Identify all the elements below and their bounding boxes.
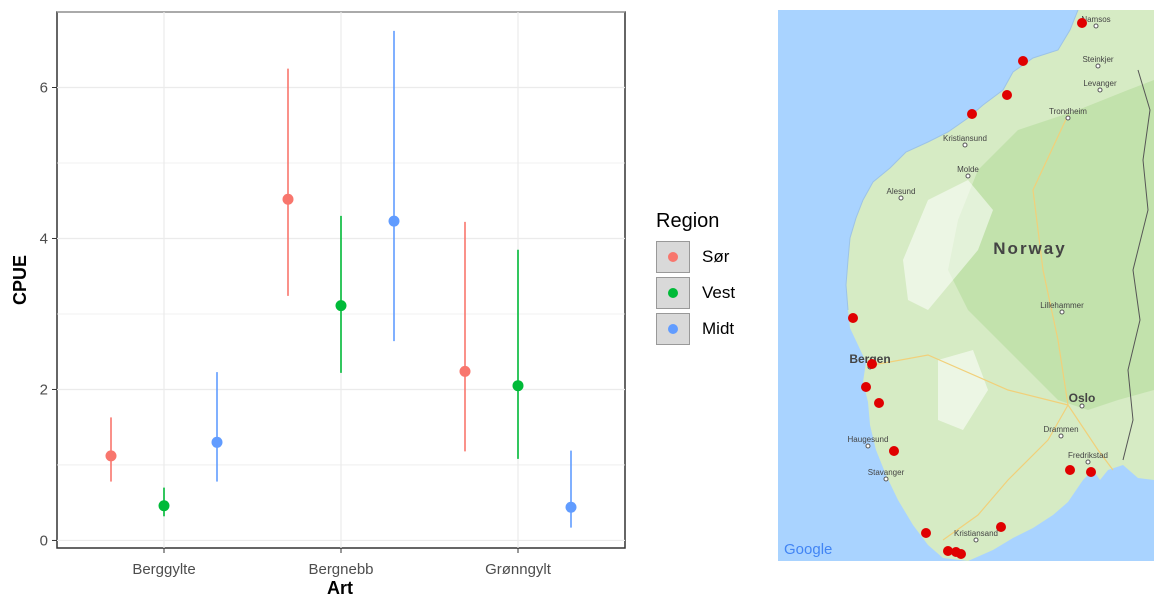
city-marker [1059,309,1065,315]
sampling-site-marker [848,313,858,323]
city-marker [1095,63,1101,69]
city-marker [898,195,904,201]
x-axis-title: Art [327,578,353,598]
map-mountains [903,180,993,430]
sampling-site-marker [967,109,977,119]
legend-dot-midt [668,324,678,334]
city-label: Alesund [887,187,916,196]
legend: Region Sør Vest Midt [656,210,735,347]
city-label: Trondheim [1049,107,1087,116]
city-label: Fredrikstad [1068,451,1108,460]
city-label: Drammen [1043,425,1078,434]
x-ticks: Berggylte Bergnebb Grønngylt [132,548,552,578]
city-marker [883,476,889,482]
chart-marks [105,30,577,528]
legend-item-vest: Vest [656,275,735,311]
legend-item-midt: Midt [656,311,735,347]
data-point [388,215,400,227]
y-tick-label: 0 [40,532,48,549]
map-cities: Namsos Steinkjer Levanger Trondheim Kristian… [848,15,1117,543]
map-coastline [845,10,1079,311]
y-tick-label: 6 [40,79,48,96]
y-axis-title: CPUE [10,255,30,305]
legend-label-sor: Sør [702,247,730,266]
city-marker [1079,403,1085,409]
data-point [512,380,524,392]
city-marker [1058,433,1064,439]
city-label: Levanger [1083,79,1117,88]
city-label: Oslo [1069,391,1096,405]
sampling-site-marker [889,446,899,456]
map-country-label: Norway [993,239,1066,258]
city-label: Haugesund [848,435,889,444]
sampling-site-marker [943,546,953,556]
city-label: Lillehammer [1040,301,1084,310]
data-point [459,365,471,377]
city-marker [962,142,968,148]
city-label: Steinkjer [1082,55,1113,64]
sampling-site-marker [921,528,931,538]
legend-dot-vest [668,288,678,298]
data-point [335,300,347,312]
legend-label-vest: Vest [702,283,736,302]
x-tick-label: Bergnebb [308,561,373,578]
city-marker [865,443,871,449]
city-marker [973,537,979,543]
sampling-site-marker [1018,56,1028,66]
legend-key-vest [656,277,690,309]
legend-dot-sor [668,252,678,262]
map-sites [848,18,1096,559]
data-point [158,500,170,512]
sampling-site-marker [874,398,884,408]
google-logo: Google [784,541,832,558]
city-label: Stavanger [868,468,905,477]
sampling-site-marker [1077,18,1087,28]
legend-key-midt [656,313,690,345]
city-marker [1097,87,1103,93]
city-marker [965,173,971,179]
sampling-site-marker [1065,465,1075,475]
map-roads [872,114,1114,541]
sampling-site-marker [1002,90,1012,100]
x-tick-label: Grønngylt [485,561,552,578]
data-point [282,193,294,205]
norway-map: Namsos Steinkjer Levanger Trondheim Kristian… [778,10,1154,561]
map-forest [948,80,1154,410]
cpue-chart: 0 2 4 6 Berggylte Bergnebb Grønngylt Art CPUE [10,11,626,598]
city-label: Kristiansand [954,529,998,538]
sampling-site-marker [861,382,871,392]
x-tick-label: Berggylte [132,561,195,578]
city-label: Namsos [1081,15,1110,24]
map-svg: Namsos Steinkjer Levanger Trondheim Kristian… [784,10,1154,561]
legend-title: Region [656,210,720,232]
legend-item-sor: Sør [656,239,735,275]
city-marker [1085,459,1091,465]
sampling-site-marker [956,549,966,559]
data-point [565,501,577,513]
map-border [1122,69,1151,461]
data-point [105,450,117,462]
sampling-site-marker [1086,467,1096,477]
y-ticks: 0 2 4 6 [40,79,57,549]
city-label: Molde [957,165,979,174]
city-label: Bergen [849,352,890,366]
y-tick-label: 4 [40,230,48,247]
city-label: Kristiansund [943,134,987,143]
city-marker [1093,23,1099,29]
data-point [211,436,223,448]
y-tick-label: 2 [40,381,48,398]
legend-key-sor [656,241,690,273]
city-marker [1065,115,1071,121]
legend-label-midt: Midt [702,319,735,338]
sampling-site-marker [996,522,1006,532]
sampling-site-marker [867,359,877,369]
